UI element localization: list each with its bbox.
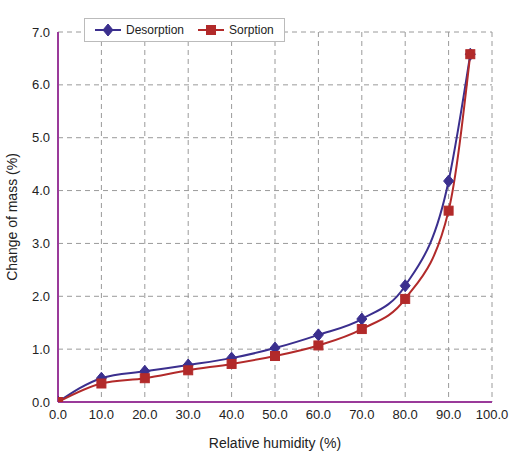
html-text:Desorption: Desorption bbox=[126, 23, 184, 37]
svg-text:70.0: 70.0 bbox=[349, 407, 374, 422]
svg-text:2.0: 2.0 bbox=[32, 289, 50, 304]
svg-text:100.0: 100.0 bbox=[476, 407, 506, 422]
svg-text:40.0: 40.0 bbox=[219, 407, 244, 422]
html-text:Sorption: Sorption bbox=[229, 23, 274, 37]
svg-text:Relative humidity (%): Relative humidity (%) bbox=[209, 435, 341, 451]
svg-text:30.0: 30.0 bbox=[176, 407, 201, 422]
svg-text:50.0: 50.0 bbox=[262, 407, 287, 422]
svg-text:6.0: 6.0 bbox=[32, 77, 50, 92]
svg-text:20.0: 20.0 bbox=[132, 407, 157, 422]
svg-text:10.0: 10.0 bbox=[89, 407, 114, 422]
svg-text:5.0: 5.0 bbox=[32, 130, 50, 145]
svg-text:1.0: 1.0 bbox=[32, 342, 50, 357]
svg-text:7.0: 7.0 bbox=[32, 25, 50, 40]
svg-text:60.0: 60.0 bbox=[306, 407, 331, 422]
svg-text:4.0: 4.0 bbox=[32, 183, 50, 198]
svg-text:Change of mass (%): Change of mass (%) bbox=[8, 153, 20, 281]
svg-text:0.0: 0.0 bbox=[32, 395, 50, 410]
svg-text:0.0: 0.0 bbox=[49, 407, 67, 422]
svg-text:80.0: 80.0 bbox=[393, 407, 418, 422]
svg-text:90.0: 90.0 bbox=[436, 407, 461, 422]
svg-text:3.0: 3.0 bbox=[32, 236, 50, 251]
